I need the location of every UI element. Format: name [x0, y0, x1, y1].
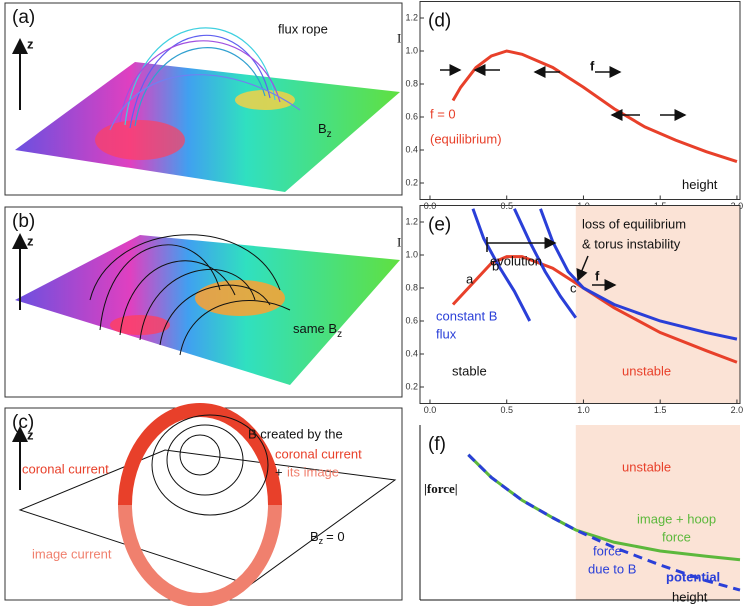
y-tick-label: 0.2 — [405, 381, 418, 391]
panel-b: (b) z same Bz — [4, 206, 403, 398]
bz-sub: z — [319, 536, 324, 546]
bz-sub: z — [337, 329, 342, 340]
panel-a: (a) z flux rope Bz — [4, 2, 403, 196]
y-tick-label: 1.2 — [405, 12, 418, 22]
annotation: f = 0 — [430, 106, 456, 121]
series-line — [513, 208, 577, 319]
y-label: I — [397, 30, 401, 45]
annotation: flux rope — [278, 21, 328, 36]
panel-label: (b) — [12, 211, 35, 232]
annotation: flux — [436, 326, 457, 341]
annotation: constant B — [436, 308, 497, 323]
annotation: & torus instability — [582, 236, 681, 251]
annotation: potential — [666, 569, 720, 584]
series-line — [467, 453, 741, 592]
annotation: same Bz — [293, 321, 342, 339]
bz: B — [318, 121, 327, 136]
annotation: coronal current — [22, 461, 109, 476]
annotation: Bz — [318, 121, 332, 139]
y-tick-label: 0.2 — [405, 177, 418, 187]
y-tick-label: 1.0 — [405, 45, 418, 55]
panel-label: (a) — [12, 7, 35, 28]
annotation: f — [590, 58, 595, 73]
bz: same B — [293, 321, 337, 336]
y-tick-label: 0.4 — [405, 144, 418, 154]
spot — [95, 120, 185, 160]
annotation: its image — [287, 464, 339, 479]
plane — [15, 62, 400, 192]
annotation: a — [466, 271, 474, 286]
annotation: force — [593, 543, 622, 558]
annotation: + — [275, 464, 283, 479]
axis-label: z — [27, 233, 34, 248]
unstable-region — [575, 425, 740, 600]
bz-eq: = 0 — [326, 529, 344, 544]
image-current — [118, 504, 282, 606]
annotation: unstable — [622, 459, 671, 474]
field-lines — [89, 234, 291, 356]
spot — [235, 90, 295, 110]
annotation: loss of equilibrium — [582, 216, 686, 231]
plot-frame — [419, 1, 741, 200]
annotation: f — [595, 268, 600, 283]
coronal-current — [118, 403, 282, 506]
plane — [18, 449, 397, 586]
x-tick-label: 1.5 — [654, 405, 667, 415]
unstable-region — [575, 205, 740, 404]
annotation: image + hoop — [637, 511, 716, 526]
y-tick-label: 0.8 — [405, 78, 418, 88]
annotation: c — [570, 280, 577, 295]
annotation: unstable — [622, 363, 671, 378]
x-tick-label: 2.0 — [731, 405, 744, 415]
flux-rope — [109, 27, 301, 131]
x-tick-label: 1.0 — [577, 405, 590, 415]
field-loops — [151, 414, 269, 516]
annotation: image current — [32, 546, 112, 561]
spot — [195, 280, 285, 316]
y-label: |force| — [424, 481, 458, 496]
x-tick-label: 0.5 — [500, 405, 513, 415]
x-label: height — [672, 589, 708, 604]
frame — [4, 407, 403, 601]
y-tick-label: 1.0 — [405, 249, 418, 259]
y-tick-label: 1.2 — [405, 216, 418, 226]
annotation: stable — [452, 363, 487, 378]
panel-label: (e) — [428, 215, 451, 236]
x-tick-label: 0.0 — [424, 405, 437, 415]
annotation: B created by the — [248, 426, 343, 441]
plot-frame — [419, 205, 741, 404]
y-tick-label: 0.6 — [405, 111, 418, 121]
y-label: I — [397, 234, 401, 249]
arrow — [576, 255, 589, 282]
y-tick-label: 0.6 — [405, 315, 418, 325]
bz-sub: z — [327, 129, 332, 140]
spot — [110, 315, 170, 335]
panel-label: (c) — [12, 412, 34, 433]
annotation: (equilibrium) — [430, 131, 502, 146]
series-line — [471, 208, 532, 322]
y-tick-label: 0.4 — [405, 348, 418, 358]
annotation: coronal current — [275, 446, 362, 461]
annotation: Bz = 0 — [310, 529, 345, 546]
series-line — [451, 255, 738, 364]
panel-label: (f) — [428, 434, 446, 455]
annotation: due to B — [588, 561, 636, 576]
axis-label: z — [27, 36, 34, 51]
panel-c: (c) z coronal current image current B cr… — [4, 403, 403, 606]
bz: B — [310, 529, 319, 544]
axis-label: z — [27, 427, 34, 442]
x-label: height — [682, 177, 718, 192]
panel-label: (d) — [428, 11, 451, 32]
y-tick-label: 0.8 — [405, 282, 418, 292]
annotation: b — [492, 258, 499, 273]
annotation: evolution — [490, 253, 542, 268]
annotation: force — [662, 529, 691, 544]
